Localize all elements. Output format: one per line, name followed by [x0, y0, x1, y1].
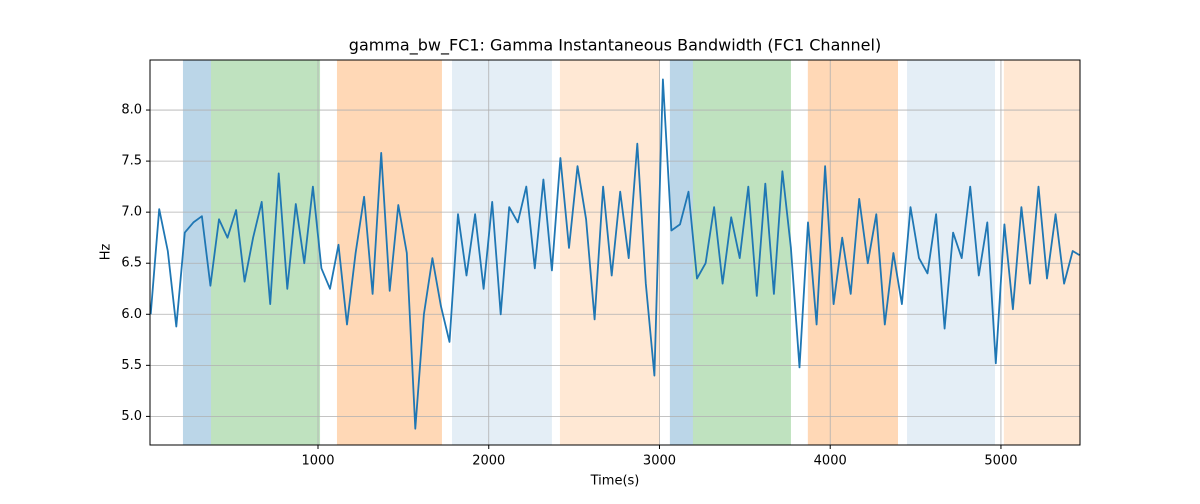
x-tick-label: 5000 — [984, 454, 1017, 469]
shaded-span — [692, 60, 791, 445]
shaded-span — [336, 60, 442, 445]
y-axis-label: Hz — [99, 244, 114, 261]
y-tick-label: 5.0 — [121, 409, 142, 424]
y-tick-label: 6.0 — [121, 307, 142, 322]
chart-title: gamma_bw_FC1: Gamma Instantaneous Bandwi… — [349, 36, 881, 56]
y-tick-label: 8.0 — [121, 103, 142, 118]
x-tick-label: 1000 — [301, 454, 334, 469]
x-axis-label: Time(s) — [590, 474, 640, 489]
shaded-span — [807, 60, 898, 445]
x-tick-label: 2000 — [472, 454, 505, 469]
y-tick-label: 7.5 — [121, 154, 142, 169]
y-tick-label: 6.5 — [121, 256, 142, 271]
shaded-span — [1003, 60, 1080, 445]
data-line — [149, 78, 1080, 430]
plot-frame — [149, 59, 1081, 446]
shaded-span — [452, 60, 552, 445]
x-tick-label: 3000 — [643, 454, 676, 469]
y-tick-label: 5.5 — [121, 358, 142, 373]
shaded-span — [669, 60, 693, 445]
y-tick-label: 7.0 — [121, 205, 142, 220]
x-tick-label: 4000 — [814, 454, 847, 469]
